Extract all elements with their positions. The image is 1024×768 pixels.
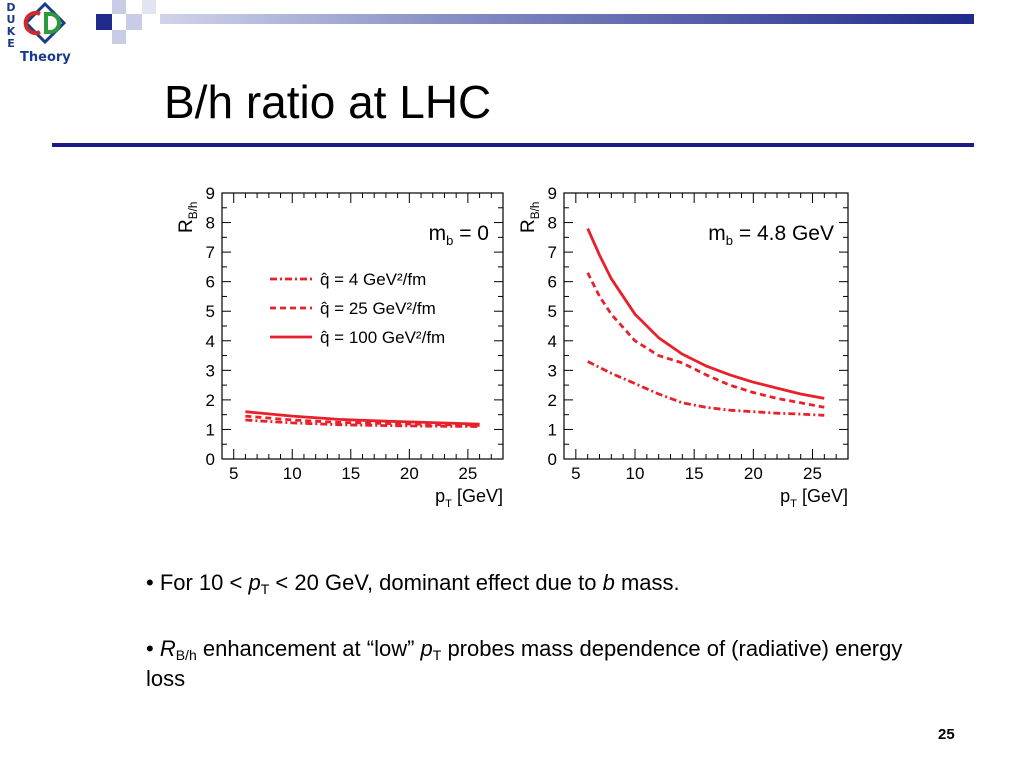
y-tick-label: 5 (548, 302, 557, 321)
y-tick-label: 3 (206, 361, 215, 380)
logo-letter: K (6, 25, 16, 38)
page-number: 25 (938, 726, 955, 743)
x-axis-label: pT [GeV] (780, 486, 848, 510)
x-tick-label: 5 (571, 464, 580, 483)
qcd-emblem-icon (23, 1, 67, 45)
slide-title: B/h ratio at LHC (164, 76, 492, 128)
x-axis-label: pT [GeV] (435, 486, 503, 510)
y-axis-label: RB/h (176, 202, 200, 233)
logo-word: Theory (20, 50, 71, 65)
x-tick-label: 15 (685, 464, 704, 483)
series-line (586, 272, 825, 409)
y-tick-label: 7 (548, 243, 557, 262)
y-tick-label: 6 (206, 273, 215, 292)
y-tick-label: 9 (548, 184, 557, 203)
title-rule (52, 143, 974, 147)
legend-label: q̂ = 100 GeV²/fm (320, 328, 445, 347)
logo-letter: E (7, 37, 15, 50)
logo-letter: D (6, 1, 16, 14)
y-tick-label: 1 (548, 420, 557, 439)
y-tick-label: 8 (206, 214, 215, 233)
series-line (245, 410, 480, 426)
x-tick-label: 25 (458, 464, 477, 483)
x-tick-label: 15 (341, 464, 360, 483)
x-tick-label: 10 (626, 464, 645, 483)
title-gradient-bar (160, 14, 974, 24)
y-tick-label: 9 (206, 184, 215, 203)
duke-theory-logo: D U K E Theory (0, 0, 80, 70)
y-tick-label: 0 (548, 450, 557, 469)
mass-annotation: mb = 0 (429, 222, 489, 248)
y-tick-label: 5 (206, 302, 215, 321)
series-line (245, 414, 480, 427)
title-decoration (96, 0, 156, 44)
y-tick-label: 6 (548, 273, 557, 292)
x-tick-label: 20 (744, 464, 763, 483)
bullet-mass-effect: • For 10 < pT < 20 GeV, dominant effect … (146, 570, 680, 597)
y-tick-label: 7 (206, 243, 215, 262)
mass-annotation: mb = 4.8 GeV (708, 222, 834, 248)
y-tick-label: 1 (206, 420, 215, 439)
x-tick-label: 25 (803, 464, 822, 483)
y-axis-label: RB/h (518, 202, 542, 233)
x-tick-label: 20 (400, 464, 419, 483)
y-tick-label: 2 (206, 391, 215, 410)
y-tick-label: 3 (548, 361, 557, 380)
x-tick-label: 5 (229, 464, 238, 483)
y-tick-label: 2 (548, 391, 557, 410)
y-tick-label: 4 (206, 332, 215, 351)
legend-label: q̂ = 25 GeV²/fm (320, 299, 436, 318)
series-line (587, 360, 825, 417)
bullet-enhancement: • RB/h enhancement at “low” pT probes ma… (146, 636, 903, 691)
series-line (586, 227, 825, 400)
legend-label: q̂ = 4 GeV²/fm (320, 270, 426, 289)
y-tick-label: 4 (548, 332, 557, 351)
logo-letter: U (6, 13, 16, 26)
x-tick-label: 10 (283, 464, 302, 483)
series-line (245, 418, 480, 428)
duke-letters: D U K E (4, 2, 18, 50)
y-tick-label: 8 (548, 214, 557, 233)
y-tick-label: 0 (206, 450, 215, 469)
